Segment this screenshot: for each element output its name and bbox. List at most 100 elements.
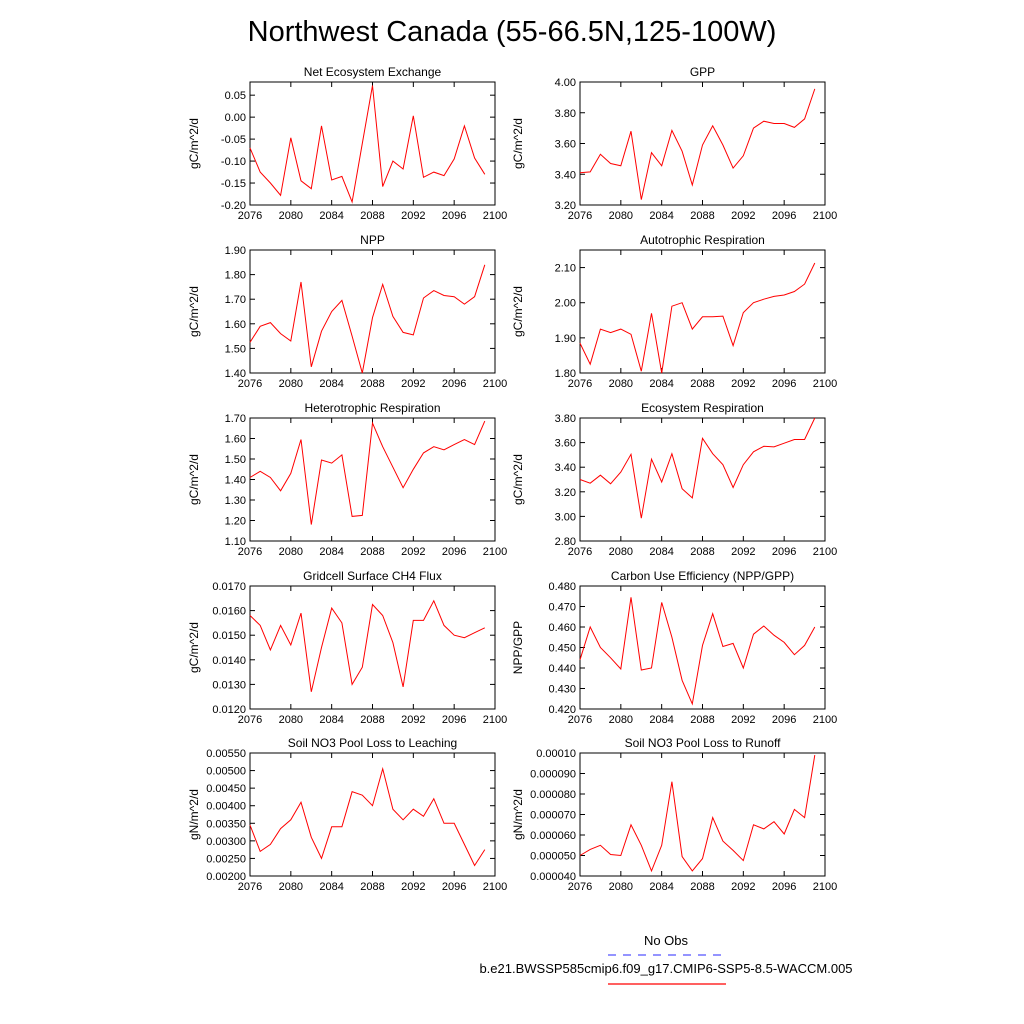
y-tick-label-net-ecosystem-exchange: 0.05 (225, 90, 246, 102)
x-tick-label-autotrophic-respiration: 2080 (609, 378, 633, 390)
y-tick-label-autotrophic-respiration: 1.90 (555, 333, 576, 345)
x-tick-label-soil-no3-pool-loss-to-runoff: 2084 (649, 881, 673, 893)
y-tick-label-ecosystem-respiration: 3.60 (555, 438, 576, 450)
y-tick-label-heterotrophic-respiration: 1.60 (225, 434, 246, 446)
x-tick-label-gridcell-surface-ch4-flux: 2084 (319, 714, 343, 726)
panel-title-gridcell-surface-ch4-flux: Gridcell Surface CH4 Flux (303, 569, 442, 583)
panels: Net Ecosystem Exchange gC/m^2/d 0.05 0.00 -0… (187, 65, 837, 893)
y-tick-label-gridcell-surface-ch4-flux: 0.0160 (212, 606, 246, 618)
series-line-net-ecosystem-exchange (249, 85, 486, 204)
x-tick-label-ecosystem-respiration: 2084 (649, 546, 673, 558)
x-tick-label-soil-no3-pool-loss-to-leaching: 2076 (238, 881, 262, 893)
series-line-gridcell-surface-ch4-flux (249, 599, 486, 692)
y-tick-label-soil-no3-pool-loss-to-runoff: 0.000070 (530, 810, 576, 822)
y-tick-label-carbon-use-efficiency-npp-gpp: 0.450 (548, 643, 576, 655)
y-tick-label-soil-no3-pool-loss-to-runoff: 0.000060 (530, 830, 576, 842)
x-tick-label-carbon-use-efficiency-npp-gpp: 2100 (813, 714, 837, 726)
x-tick-label-gpp: 2096 (772, 210, 796, 222)
x-tick-label-ecosystem-respiration: 2100 (813, 546, 837, 558)
y-tick-label-net-ecosystem-exchange: 0.00 (225, 112, 246, 124)
x-tick-label-gpp: 2088 (690, 210, 714, 222)
y-tick-label-gridcell-surface-ch4-flux: 0.0170 (212, 581, 246, 593)
x-tick-label-autotrophic-respiration: 2088 (690, 378, 714, 390)
y-tick-label-heterotrophic-respiration: 1.20 (225, 516, 246, 528)
y-tick-label-gridcell-surface-ch4-flux: 0.0150 (212, 630, 246, 642)
panel-title-soil-no3-pool-loss-to-runoff: Soil NO3 Pool Loss to Runoff (625, 736, 782, 750)
x-tick-label-gpp: 2092 (731, 210, 755, 222)
panel-gpp: GPP gC/m^2/d 3.20 3.40 3.60 3.80 4.00 2076 2080 2… (511, 65, 837, 222)
panel-carbon-use-efficiency-npp-gpp: Carbon Use Efficiency (NPP/GPP) NPP/GPP 0.… (511, 569, 837, 726)
y-tick-label-soil-no3-pool-loss-to-runoff: 0.000040 (530, 871, 576, 883)
panel-npp: NPP gC/m^2/d 1.40 1.50 1.60 1.70 1.80 1.90 2076 2… (187, 233, 507, 390)
legend-label-model: b.e21.BWSSP585cmip6.f09_g17.CMIP6-SSP5-8… (479, 961, 852, 976)
x-tick-label-carbon-use-efficiency-npp-gpp: 2096 (772, 714, 796, 726)
y-tick-label-gpp: 3.60 (555, 139, 576, 151)
y-tick-label-soil-no3-pool-loss-to-leaching: 0.00250 (206, 853, 246, 865)
x-tick-label-ecosystem-respiration: 2088 (690, 546, 714, 558)
y-tick-label-gpp: 3.40 (555, 169, 576, 181)
series-line-npp (249, 264, 486, 374)
y-tick-label-soil-no3-pool-loss-to-leaching: 0.00500 (206, 766, 246, 778)
x-tick-label-heterotrophic-respiration: 2084 (319, 546, 343, 558)
y-tick-label-carbon-use-efficiency-npp-gpp: 0.460 (548, 622, 576, 634)
y-tick-label-heterotrophic-respiration: 1.30 (225, 495, 246, 507)
y-axis-label-soil-no3-pool-loss-to-leaching: gN/m^2/d (187, 789, 201, 840)
panel-title-npp: NPP (360, 233, 385, 247)
y-tick-label-npp: 1.90 (225, 245, 246, 257)
y-tick-label-gpp: 3.20 (555, 200, 576, 212)
x-tick-label-gridcell-surface-ch4-flux: 2076 (238, 714, 262, 726)
y-tick-label-ecosystem-respiration: 3.20 (555, 487, 576, 499)
x-tick-label-net-ecosystem-exchange: 2096 (442, 210, 466, 222)
y-tick-label-soil-no3-pool-loss-to-leaching: 0.00400 (206, 801, 246, 813)
panel-soil-no3-pool-loss-to-leaching: Soil NO3 Pool Loss to Leaching gN/m^2/d 0.… (187, 736, 507, 893)
y-axis-label-carbon-use-efficiency-npp-gpp: NPP/GPP (511, 621, 525, 674)
plot-frame-npp (249, 249, 496, 374)
panel-title-net-ecosystem-exchange: Net Ecosystem Exchange (304, 65, 442, 79)
x-tick-label-heterotrophic-respiration: 2080 (279, 546, 303, 558)
x-tick-label-gridcell-surface-ch4-flux: 2088 (360, 714, 384, 726)
x-tick-label-gpp: 2084 (649, 210, 673, 222)
x-tick-label-gridcell-surface-ch4-flux: 2080 (279, 714, 303, 726)
x-tick-label-npp: 2100 (483, 378, 507, 390)
x-tick-label-soil-no3-pool-loss-to-runoff: 2100 (813, 881, 837, 893)
y-tick-label-net-ecosystem-exchange: -0.10 (221, 156, 246, 168)
figure-title: Northwest Canada (55-66.5N,125-100W) (248, 16, 777, 48)
legend: No Obs b.e21.BWSSP585cmip6.f09_g17.CMIP6… (479, 933, 853, 985)
y-tick-label-gridcell-surface-ch4-flux: 0.0120 (212, 704, 246, 716)
y-tick-label-carbon-use-efficiency-npp-gpp: 0.480 (548, 581, 576, 593)
y-tick-label-soil-no3-pool-loss-to-runoff: 0.000050 (530, 851, 576, 863)
x-tick-label-soil-no3-pool-loss-to-runoff: 2092 (731, 881, 755, 893)
y-tick-label-gridcell-surface-ch4-flux: 0.0130 (212, 679, 246, 691)
panel-autotrophic-respiration: Autotrophic Respiration gC/m^2/d 1.80 1.90 2… (511, 233, 837, 390)
y-tick-label-npp: 1.60 (225, 319, 246, 331)
series-line-autotrophic-respiration (579, 262, 816, 374)
y-axis-label-gridcell-surface-ch4-flux: gC/m^2/d (187, 622, 201, 673)
x-tick-label-autotrophic-respiration: 2076 (568, 378, 592, 390)
x-tick-label-autotrophic-respiration: 2100 (813, 378, 837, 390)
x-tick-label-npp: 2076 (238, 378, 262, 390)
y-axis-label-heterotrophic-respiration: gC/m^2/d (187, 454, 201, 505)
series-line-gpp (579, 88, 816, 200)
y-tick-label-npp: 1.50 (225, 343, 246, 355)
x-tick-label-gpp: 2080 (609, 210, 633, 222)
x-tick-label-heterotrophic-respiration: 2088 (360, 546, 384, 558)
x-tick-label-soil-no3-pool-loss-to-leaching: 2100 (483, 881, 507, 893)
x-tick-label-soil-no3-pool-loss-to-runoff: 2096 (772, 881, 796, 893)
y-tick-label-soil-no3-pool-loss-to-runoff: 0.00010 (536, 748, 576, 760)
x-tick-label-gridcell-surface-ch4-flux: 2092 (401, 714, 425, 726)
x-tick-label-ecosystem-respiration: 2080 (609, 546, 633, 558)
x-tick-label-soil-no3-pool-loss-to-runoff: 2080 (609, 881, 633, 893)
y-tick-label-carbon-use-efficiency-npp-gpp: 0.440 (548, 663, 576, 675)
panel-title-heterotrophic-respiration: Heterotrophic Respiration (304, 401, 440, 415)
y-tick-label-gpp: 4.00 (555, 77, 576, 89)
y-tick-label-soil-no3-pool-loss-to-leaching: 0.00200 (206, 871, 246, 883)
x-tick-label-ecosystem-respiration: 2092 (731, 546, 755, 558)
x-tick-label-soil-no3-pool-loss-to-leaching: 2092 (401, 881, 425, 893)
y-tick-label-gridcell-surface-ch4-flux: 0.0140 (212, 655, 246, 667)
panel-ecosystem-respiration: Ecosystem Respiration gC/m^2/d 2.80 3.00 3.2… (511, 401, 837, 558)
y-axis-label-gpp: gC/m^2/d (511, 118, 525, 169)
x-tick-label-npp: 2088 (360, 378, 384, 390)
x-tick-label-npp: 2084 (319, 378, 343, 390)
x-tick-label-net-ecosystem-exchange: 2100 (483, 210, 507, 222)
x-tick-label-net-ecosystem-exchange: 2080 (279, 210, 303, 222)
